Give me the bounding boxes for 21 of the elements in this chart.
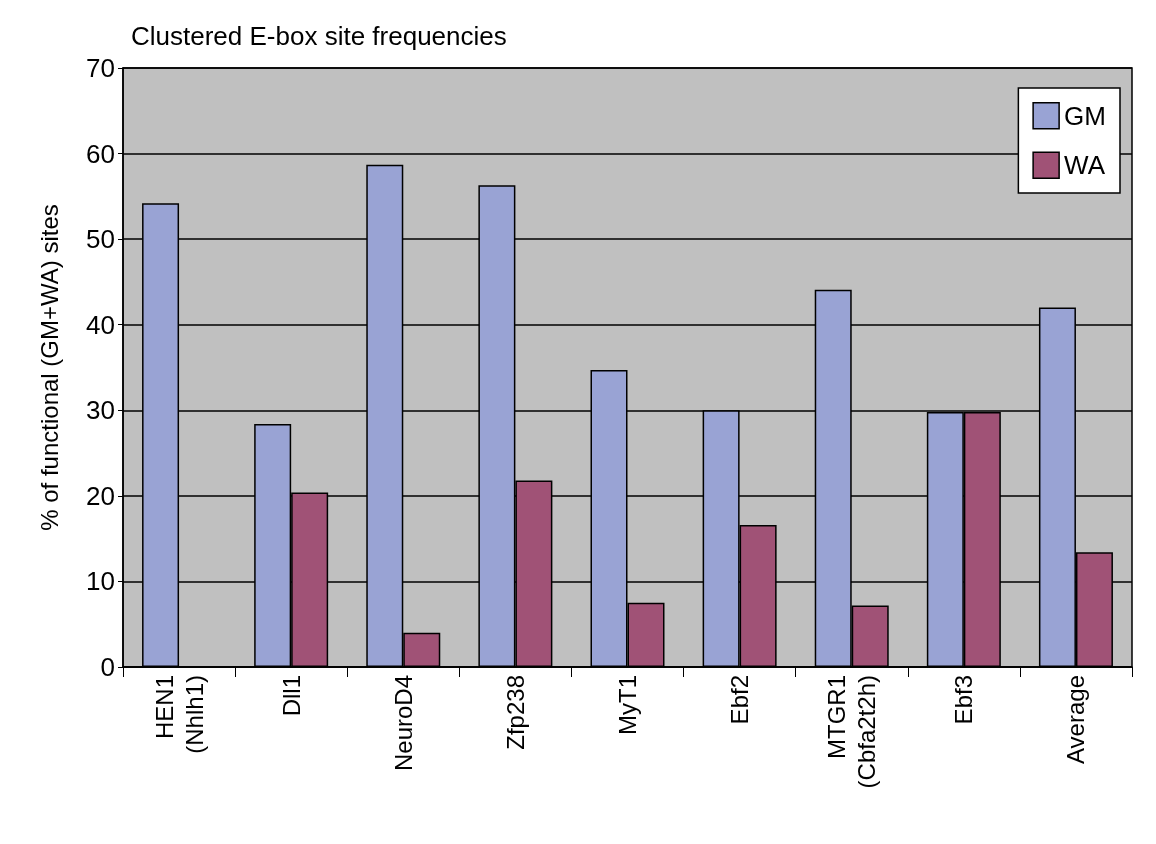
x-tick-label: NeuroD4	[389, 675, 417, 772]
x-tick-label: HEN1 (Nhlh1)	[150, 675, 208, 754]
legend-label: WA	[1064, 150, 1106, 181]
chart-title: Clustered E-box site frequencies	[131, 21, 507, 51]
y-tick-label: 30	[86, 395, 115, 426]
y-tick-label: 20	[86, 480, 115, 511]
y-axis-title: % of functional (GM+WA) sites	[35, 204, 63, 531]
x-tick-label: Dll1	[277, 675, 305, 717]
x-tick-label: Zfp238	[501, 675, 529, 750]
x-tick-label: Average	[1062, 675, 1090, 764]
y-tick-label: 40	[86, 309, 115, 340]
y-tick-label: 0	[100, 652, 115, 682]
y-tick-label: 10	[86, 566, 115, 597]
y-tick-label: 50	[86, 224, 115, 255]
y-tick-label: 70	[86, 53, 115, 83]
x-tick-label: Ebf2	[726, 675, 754, 725]
y-tick-label: 60	[86, 138, 115, 169]
x-tick-label: Ebf3	[950, 675, 978, 725]
x-tick-label: MTGR1 (Cbfa2t2h)	[823, 675, 881, 789]
x-tick-label: MyT1	[614, 675, 641, 735]
legend-label: GM	[1064, 100, 1107, 131]
